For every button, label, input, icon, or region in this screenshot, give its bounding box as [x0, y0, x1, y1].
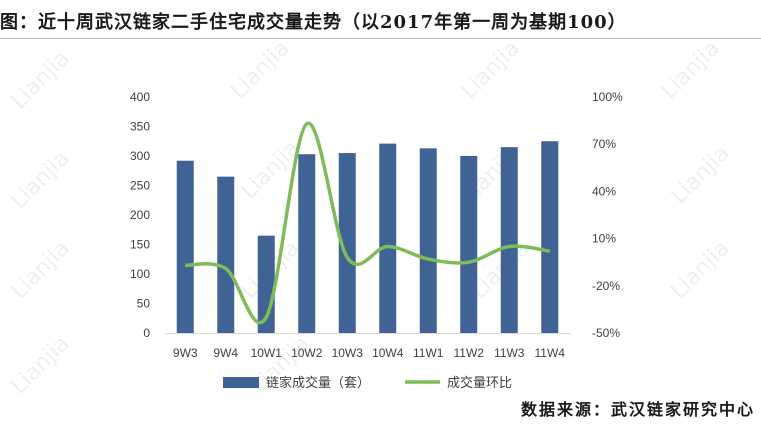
x-tick-label: 9W4: [213, 346, 238, 360]
x-tick-label: 11W3: [494, 346, 525, 360]
line-series: [185, 121, 551, 325]
y-left-tick-label: 0: [143, 326, 150, 340]
x-tick-label: 9W3: [173, 346, 198, 360]
bar: [460, 156, 478, 333]
bar: [500, 147, 518, 333]
watermark: Lianjia: [667, 236, 735, 304]
y-right-tick-label: -50%: [592, 326, 620, 340]
bar: [176, 160, 194, 333]
watermark: Lianjia: [657, 36, 725, 104]
watermark: Lianjia: [7, 331, 75, 399]
legend: 链家成交量（套） 成交量环比: [223, 375, 512, 391]
legend-bar-label: 链家成交量（套）: [266, 375, 370, 391]
x-tick-label: 10W3: [332, 346, 364, 360]
y-left-tick-label: 150: [130, 238, 150, 252]
bar-series: [176, 141, 559, 333]
bar: [379, 143, 397, 333]
chart-title: 图：近十周武汉链家二手住宅成交量走势（以2017年第一周为基期100）: [0, 12, 627, 33]
bar: [298, 154, 316, 333]
x-tick-label: 10W4: [372, 346, 404, 360]
y-left-tick-label: 50: [137, 297, 151, 311]
source-note: 数据来源：武汉链家研究中心: [520, 400, 755, 419]
y-right-tick-labels: -50% -20% 10% 40% 70% 100%: [592, 90, 623, 340]
watermark: Lianjia: [7, 146, 75, 214]
watermark: Lianjia: [457, 36, 525, 104]
watermark: Lianjia: [7, 236, 75, 304]
legend-bar-swatch: [223, 377, 259, 388]
legend-line-label: 成交量环比: [447, 375, 512, 391]
y-right-tick-label: 10%: [592, 232, 616, 246]
x-tick-label: 11W4: [535, 346, 566, 360]
y-left-tick-labels: 0 50 100 150 200 250 300 350 400: [130, 90, 150, 340]
bar: [419, 148, 437, 333]
bar: [541, 141, 559, 333]
y-left-tick-label: 200: [130, 208, 150, 222]
x-tick-label: 11W2: [454, 346, 485, 360]
bar: [338, 153, 356, 333]
watermark: Lianjia: [227, 36, 295, 104]
y-right-tick-label: 100%: [592, 90, 623, 104]
y-left-tick-label: 250: [130, 179, 150, 193]
y-right-tick-label: 70%: [592, 137, 616, 151]
watermark: Lianjia: [7, 46, 75, 114]
watermark-layer: Lianjia Lianjia Lianjia Lianjia Lianjia Lianj…: [7, 36, 735, 399]
watermark: Lianjia: [667, 141, 735, 209]
bar: [217, 176, 235, 333]
y-left-tick-label: 400: [130, 90, 150, 104]
y-right-tick-label: 40%: [592, 184, 616, 198]
y-left-tick-label: 300: [130, 149, 150, 163]
y-right-tick-label: -20%: [592, 279, 620, 293]
y-left-tick-label: 350: [130, 120, 150, 134]
x-tick-labels: 9W3 9W4 10W1 10W2 10W3 10W4 11W1 11W2 11W3 11W4: [173, 346, 565, 360]
x-tick-label: 10W2: [291, 346, 323, 360]
x-tick-label: 11W1: [413, 346, 444, 360]
y-left-tick-label: 100: [130, 267, 150, 281]
x-tick-label: 10W1: [251, 346, 283, 360]
title-divider: [0, 38, 761, 39]
